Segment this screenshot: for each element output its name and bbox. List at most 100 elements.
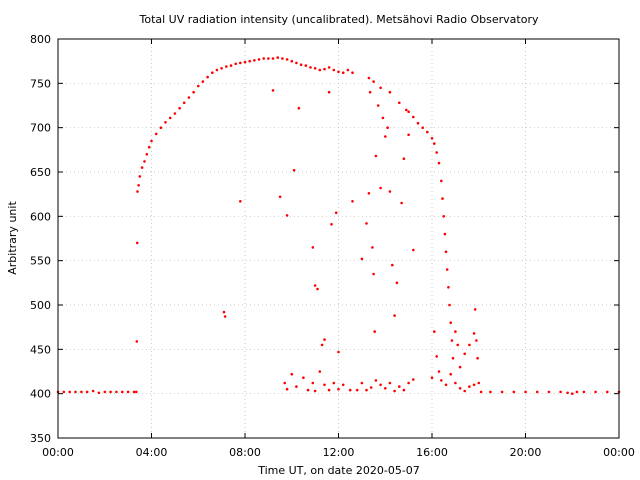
data-point [97, 391, 101, 395]
data-point [311, 246, 315, 249]
data-point [248, 59, 251, 63]
data-point [164, 121, 167, 124]
data-point [463, 352, 467, 356]
data-point [454, 381, 457, 385]
data-point [437, 161, 441, 165]
data-point [239, 61, 242, 65]
data-point [379, 86, 382, 90]
data-point [318, 68, 322, 72]
data-point [407, 110, 410, 113]
data-point [582, 390, 586, 394]
data-point [327, 90, 331, 94]
data-point [267, 57, 270, 60]
data-point [463, 389, 467, 393]
data-point [566, 391, 569, 395]
data-point [283, 381, 287, 385]
data-point [346, 68, 350, 72]
data-point [327, 66, 331, 69]
data-point [276, 56, 280, 59]
data-point [367, 76, 371, 80]
data-point [437, 370, 441, 373]
data-point [416, 121, 420, 125]
data-point [351, 71, 354, 74]
x-tick-label: 16:00 [416, 446, 448, 459]
data-point [441, 197, 444, 200]
data-point [444, 383, 448, 387]
data-point [371, 246, 374, 249]
data-point [449, 321, 453, 325]
data-point [372, 272, 375, 276]
data-point [341, 71, 345, 74]
data-point [135, 241, 139, 245]
y-tick-label: 800 [30, 33, 51, 46]
data-point [222, 310, 226, 314]
data-point [135, 340, 139, 343]
data-point [451, 356, 455, 360]
data-point [360, 257, 364, 261]
data-point [435, 151, 439, 154]
data-point [332, 68, 336, 72]
data-point [103, 390, 107, 394]
data-point [398, 385, 401, 388]
data-point [369, 386, 373, 389]
data-point [309, 66, 312, 69]
data-point [154, 132, 158, 136]
data-point [393, 314, 396, 317]
data-point [388, 90, 392, 94]
data-point [374, 379, 378, 382]
data-point [201, 80, 205, 83]
x-tick-label: 04:00 [136, 446, 168, 459]
y-tick-label: 450 [30, 343, 51, 356]
x-tick-label: 00:00 [603, 446, 635, 459]
data-point [115, 390, 118, 394]
data-point [313, 284, 317, 287]
data-point [447, 286, 450, 289]
data-point [126, 390, 130, 394]
data-point [271, 89, 275, 92]
data-point [140, 166, 144, 169]
data-point [313, 67, 317, 70]
data-point [223, 315, 227, 318]
data-point [225, 65, 228, 68]
data-point [472, 332, 476, 335]
y-tick-label: 650 [30, 166, 51, 179]
data-point [402, 157, 406, 160]
x-tick-label: 00:00 [42, 446, 74, 459]
data-point [367, 192, 371, 195]
data-point [445, 268, 449, 271]
data-point [234, 62, 237, 66]
data-point [449, 372, 453, 376]
data-point [320, 343, 324, 347]
data-point [412, 378, 415, 381]
data-point [323, 383, 326, 387]
data-point [243, 60, 247, 64]
data-point [435, 355, 439, 358]
data-point [412, 248, 415, 252]
data-point [384, 135, 387, 138]
data-point [379, 383, 382, 387]
data-point [407, 133, 410, 137]
x-tick-label: 20:00 [510, 446, 542, 459]
data-points [56, 56, 621, 396]
data-point [318, 370, 322, 373]
data-point [365, 222, 368, 225]
data-point [372, 80, 375, 83]
data-point [206, 75, 209, 79]
data-point [68, 390, 71, 394]
data-point [334, 211, 338, 215]
data-point [62, 390, 66, 394]
data-point [281, 57, 284, 60]
data-point [524, 390, 527, 394]
data-point [458, 387, 462, 390]
data-point [433, 330, 436, 333]
data-point [295, 61, 298, 65]
data-point [285, 387, 289, 391]
data-point [388, 381, 392, 385]
data-point [239, 200, 242, 203]
data-point [159, 126, 163, 129]
data-point [440, 179, 443, 183]
data-point [348, 388, 352, 392]
data-point [489, 390, 492, 394]
data-point [444, 250, 448, 254]
data-point [109, 390, 112, 394]
